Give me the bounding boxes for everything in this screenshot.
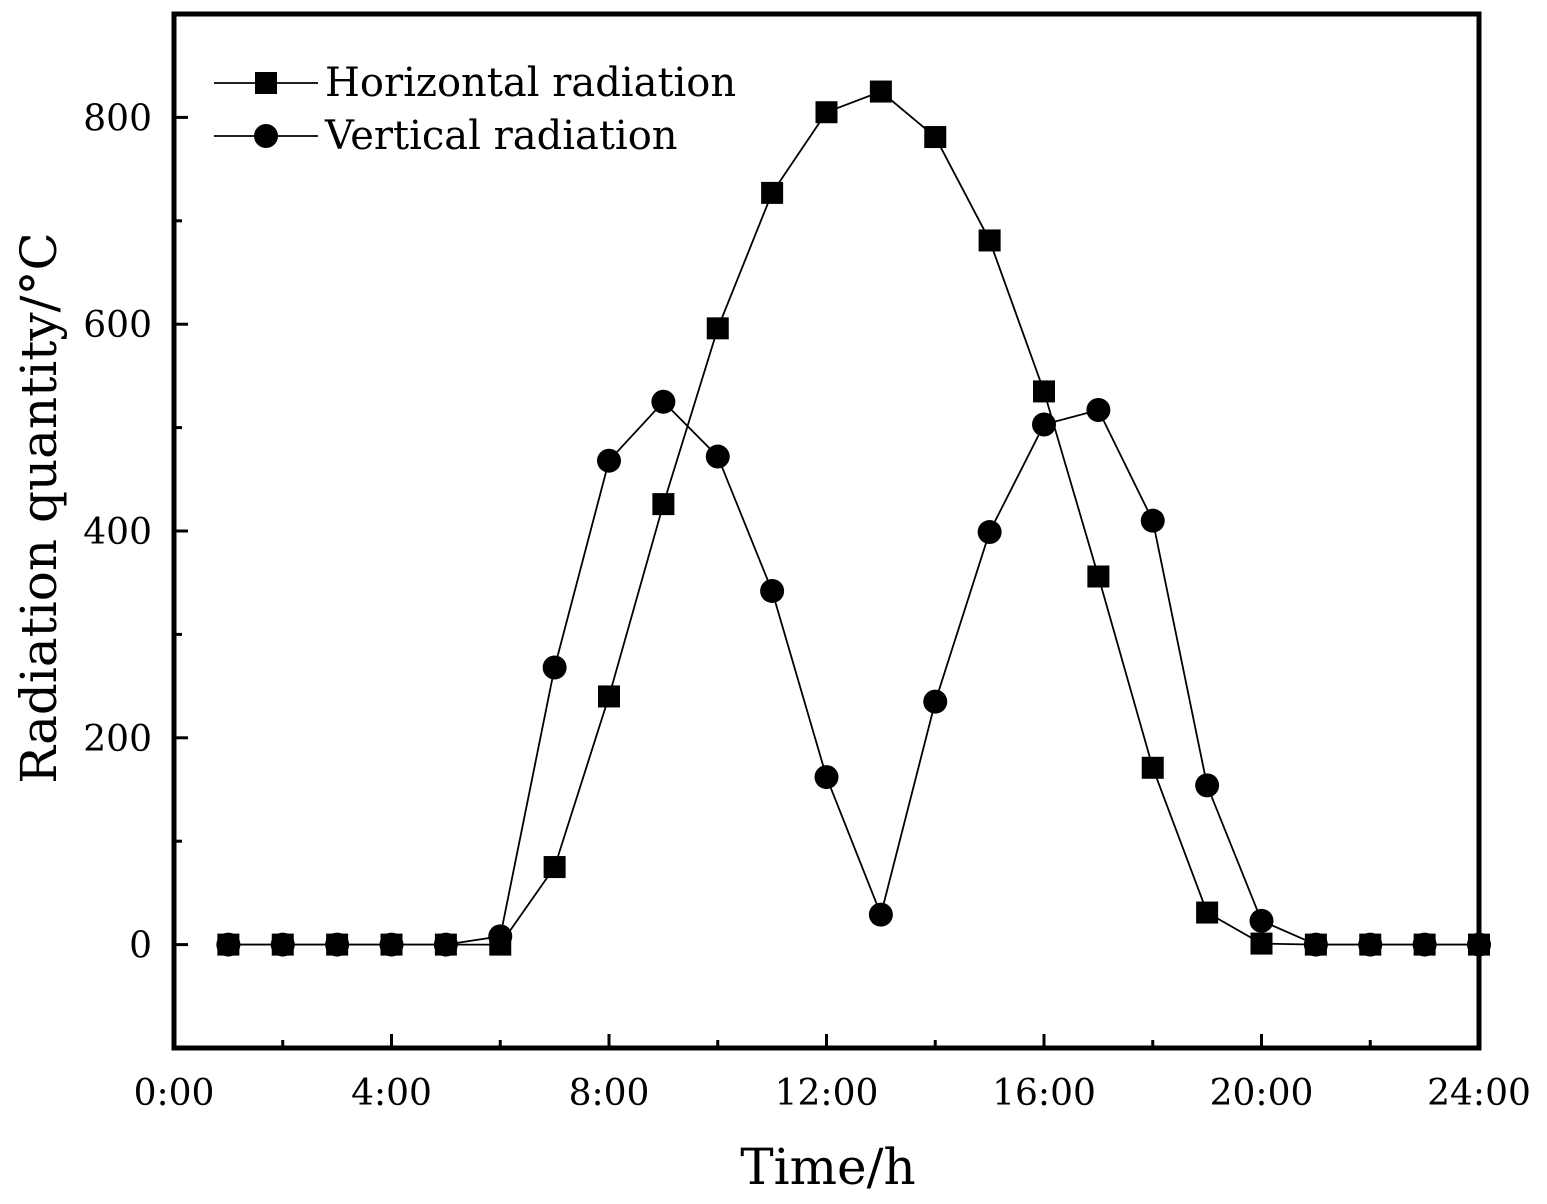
legend: Horizontal radiation Vertical radiation — [214, 60, 736, 159]
data-point-circle — [868, 902, 893, 927]
data-point-square — [1196, 901, 1219, 924]
legend-marker-square — [255, 72, 277, 94]
data-point-circle — [216, 932, 241, 957]
data-point-square — [706, 317, 729, 340]
legend-label-horizontal: Horizontal radiation — [325, 60, 736, 106]
x-axis-title: Time/h — [740, 1138, 915, 1196]
plot-frame — [171, 11, 1482, 1051]
x-tick-label: 24:00 — [1427, 1073, 1531, 1114]
data-point-square — [1033, 380, 1055, 403]
data-point-circle — [923, 689, 948, 714]
data-point-square — [978, 229, 1001, 252]
data-point-circle — [1358, 932, 1383, 957]
ticks-layer: 0:00 4:00 8:00 12:00 16:00 20:00 24:00 0 200 400 6… — [83, 12, 1531, 1114]
x-tick-label: 12:00 — [775, 1073, 879, 1114]
data-point-square — [652, 493, 675, 516]
y-tick-label: 600 — [83, 305, 152, 346]
data-point-square — [815, 101, 838, 124]
data-point-circle — [1303, 932, 1328, 957]
data-point-circle — [325, 932, 350, 957]
data-point-circle — [1086, 398, 1111, 423]
data-point-circle — [270, 932, 295, 957]
y-tick-label: 200 — [83, 719, 152, 760]
data-point-circle — [760, 578, 785, 603]
y-axis-title: Radiation quantity/°C — [10, 232, 68, 783]
y-tick-label: 800 — [83, 98, 152, 139]
data-point-square — [598, 685, 620, 708]
data-point-circle — [1249, 908, 1274, 933]
data-point-circle — [651, 389, 676, 414]
series-line — [228, 90, 1479, 946]
data-point-circle — [488, 924, 513, 949]
x-tick-label: 4:00 — [351, 1073, 432, 1114]
x-tick-label: 0:00 — [134, 1073, 215, 1114]
data-point-circle — [1412, 932, 1437, 957]
legend-marker-circle — [254, 124, 278, 148]
data-point-square — [924, 126, 947, 149]
data-point-square — [761, 181, 784, 204]
data-point-square — [1250, 932, 1273, 955]
data-point-circle — [433, 932, 458, 957]
legend-label-vertical: Vertical radiation — [324, 113, 678, 159]
series-line — [228, 400, 1479, 946]
series-layer — [216, 80, 1491, 957]
series-circle — [216, 389, 1491, 957]
data-point-square — [1141, 756, 1164, 779]
x-tick-label: 8:00 — [569, 1073, 650, 1114]
data-point-circle — [705, 444, 730, 469]
data-point-square — [869, 80, 892, 103]
data-point-square — [543, 856, 566, 879]
series-square — [217, 80, 1490, 956]
data-point-square — [1087, 565, 1110, 588]
data-point-circle — [542, 655, 567, 680]
y-tick-label: 400 — [83, 512, 152, 553]
x-tick-label: 16:00 — [992, 1073, 1096, 1114]
data-point-circle — [379, 932, 404, 957]
y-tick-label: 0 — [129, 926, 152, 967]
x-tick-label: 20:00 — [1210, 1073, 1314, 1114]
data-point-circle — [1032, 412, 1056, 437]
data-point-circle — [1467, 932, 1491, 957]
data-point-circle — [597, 448, 621, 473]
data-point-circle — [814, 765, 839, 790]
data-point-circle — [1195, 773, 1220, 798]
data-point-circle — [1140, 508, 1165, 533]
data-point-circle — [977, 520, 1002, 545]
